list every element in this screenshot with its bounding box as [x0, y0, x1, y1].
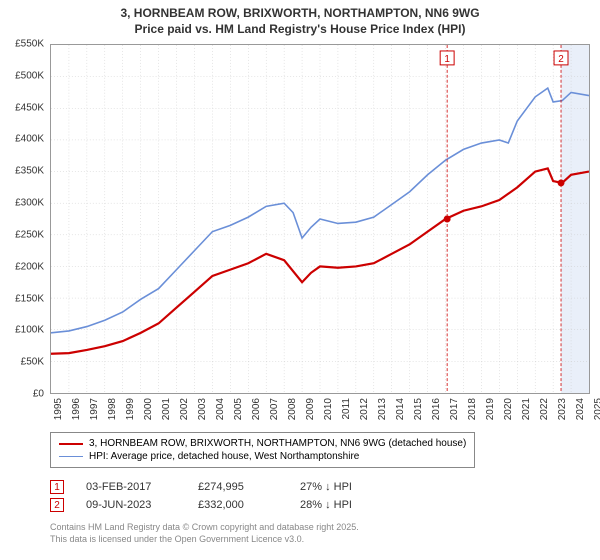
marker-pct: 27% ↓ HPI — [300, 481, 390, 493]
x-tick-label: 2015 — [413, 398, 424, 420]
x-tick-label: 1997 — [89, 398, 100, 420]
footer: Contains HM Land Registry data © Crown c… — [50, 522, 359, 545]
x-tick-label: 2007 — [269, 398, 280, 420]
x-axis: 1995 1996 1997 1998 1999 2000 2001 2002 2003 2004… — [50, 396, 590, 432]
y-tick-label: £400K — [15, 134, 44, 145]
y-tick-label: £0 — [33, 389, 44, 400]
legend-swatch — [59, 456, 83, 457]
chart-svg: 12 — [51, 45, 589, 393]
marker-date: 09-JUN-2023 — [86, 499, 176, 511]
x-tick-label: 2014 — [395, 398, 406, 420]
x-tick-label: 1996 — [71, 398, 82, 420]
x-tick-label: 2019 — [485, 398, 496, 420]
y-tick-label: £200K — [15, 261, 44, 272]
y-axis: £0£50K£100K£150K£200K£250K£300K£350K£400… — [0, 44, 48, 394]
legend-row: 3, HORNBEAM ROW, BRIXWORTH, NORTHAMPTON,… — [59, 437, 466, 450]
sale-marker-dot — [444, 216, 451, 223]
y-tick-label: £100K — [15, 325, 44, 336]
y-tick-label: £150K — [15, 293, 44, 304]
x-tick-label: 2017 — [449, 398, 460, 420]
x-tick-label: 2006 — [251, 398, 262, 420]
y-tick-label: £350K — [15, 166, 44, 177]
x-tick-label: 2018 — [467, 398, 478, 420]
chart-container: 3, HORNBEAM ROW, BRIXWORTH, NORTHAMPTON,… — [0, 0, 600, 560]
y-tick-label: £250K — [15, 229, 44, 240]
marker-table-row: 2 09-JUN-2023 £332,000 28% ↓ HPI — [50, 496, 390, 514]
x-tick-label: 2023 — [557, 398, 568, 420]
x-tick-label: 2021 — [521, 398, 532, 420]
x-tick-label: 2016 — [431, 398, 442, 420]
legend-swatch — [59, 443, 83, 445]
x-tick-label: 2011 — [341, 398, 352, 420]
x-tick-label: 2000 — [143, 398, 154, 420]
x-tick-label: 2020 — [503, 398, 514, 420]
x-tick-label: 1998 — [107, 398, 118, 420]
legend-label: HPI: Average price, detached house, West… — [89, 451, 359, 462]
footer-line-2: This data is licensed under the Open Gov… — [50, 534, 359, 546]
marker-table-row: 1 03-FEB-2017 £274,995 27% ↓ HPI — [50, 478, 390, 496]
x-tick-label: 2002 — [179, 398, 190, 420]
x-tick-label: 2024 — [575, 398, 586, 420]
y-tick-label: £50K — [21, 357, 44, 368]
y-tick-label: £550K — [15, 39, 44, 50]
y-tick-label: £300K — [15, 198, 44, 209]
x-tick-label: 1995 — [53, 398, 64, 420]
x-tick-label: 2025 — [593, 398, 600, 420]
legend: 3, HORNBEAM ROW, BRIXWORTH, NORTHAMPTON,… — [50, 432, 475, 468]
sale-marker-dot — [558, 179, 565, 186]
x-tick-label: 2010 — [323, 398, 334, 420]
x-tick-label: 2013 — [377, 398, 388, 420]
chart-plot-area: 12 — [50, 44, 590, 394]
marker-price: £332,000 — [198, 499, 278, 511]
title-line-2: Price paid vs. HM Land Registry's House … — [0, 22, 600, 38]
footer-line-1: Contains HM Land Registry data © Crown c… — [50, 522, 359, 534]
marker-badge: 2 — [50, 498, 64, 512]
x-tick-label: 2009 — [305, 398, 316, 420]
marker-date: 03-FEB-2017 — [86, 481, 176, 493]
x-tick-label: 2022 — [539, 398, 550, 420]
sale-marker-badge-text: 1 — [444, 54, 450, 65]
marker-pct: 28% ↓ HPI — [300, 499, 390, 511]
marker-badge: 1 — [50, 480, 64, 494]
x-tick-label: 2005 — [233, 398, 244, 420]
sale-marker-badge-text: 2 — [558, 54, 564, 65]
marker-price: £274,995 — [198, 481, 278, 493]
x-tick-label: 2008 — [287, 398, 298, 420]
legend-label: 3, HORNBEAM ROW, BRIXWORTH, NORTHAMPTON,… — [89, 438, 466, 449]
x-tick-label: 2012 — [359, 398, 370, 420]
legend-row: HPI: Average price, detached house, West… — [59, 450, 466, 463]
x-tick-label: 2003 — [197, 398, 208, 420]
x-tick-label: 2001 — [161, 398, 172, 420]
x-tick-label: 1999 — [125, 398, 136, 420]
y-tick-label: £500K — [15, 70, 44, 81]
title-block: 3, HORNBEAM ROW, BRIXWORTH, NORTHAMPTON,… — [0, 0, 600, 39]
x-tick-label: 2004 — [215, 398, 226, 420]
title-line-1: 3, HORNBEAM ROW, BRIXWORTH, NORTHAMPTON,… — [0, 6, 600, 22]
y-tick-label: £450K — [15, 102, 44, 113]
sale-marker-table: 1 03-FEB-2017 £274,995 27% ↓ HPI 2 09-JUN-202… — [50, 478, 390, 514]
